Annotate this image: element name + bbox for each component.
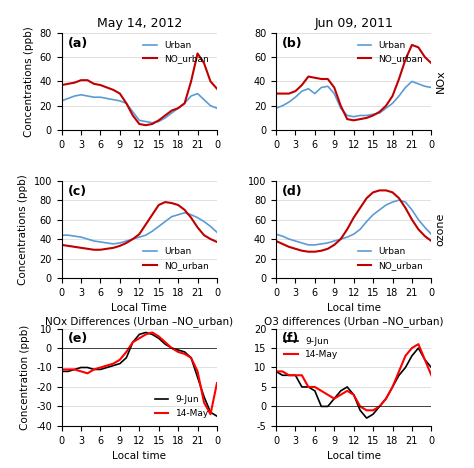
Legend: Urban, NO_urban: Urban, NO_urban <box>140 244 212 273</box>
X-axis label: Local Time: Local Time <box>111 303 167 313</box>
Title: Jun 09, 2011: Jun 09, 2011 <box>314 17 393 30</box>
X-axis label: Local time: Local time <box>112 451 166 461</box>
Title: May 14, 2012: May 14, 2012 <box>97 17 182 30</box>
Title: O3 differences (Urban –NO_urban): O3 differences (Urban –NO_urban) <box>264 316 443 327</box>
Y-axis label: ozone: ozone <box>436 212 446 246</box>
Y-axis label: Concentrations (ppb): Concentrations (ppb) <box>24 26 34 137</box>
Y-axis label: NOx: NOx <box>436 70 446 93</box>
X-axis label: Local time: Local time <box>327 303 381 313</box>
Text: (c): (c) <box>68 184 87 197</box>
Text: (d): (d) <box>282 184 303 197</box>
Text: (b): (b) <box>282 37 303 50</box>
Legend: Urban, NO_urban: Urban, NO_urban <box>140 37 212 67</box>
Legend: Urban, NO_urban: Urban, NO_urban <box>354 37 427 67</box>
Text: (f): (f) <box>282 332 300 345</box>
Title: NOx Differences (Urban –NO_urban): NOx Differences (Urban –NO_urban) <box>45 316 233 327</box>
Legend: 9-Jun, 14-May: 9-Jun, 14-May <box>151 392 212 421</box>
Legend: Urban, NO_urban: Urban, NO_urban <box>354 244 427 273</box>
X-axis label: Local time: Local time <box>327 451 381 461</box>
Legend: 9-Jun, 14-May: 9-Jun, 14-May <box>281 333 342 363</box>
Text: (e): (e) <box>68 332 88 345</box>
Y-axis label: Concentrations (ppb): Concentrations (ppb) <box>18 174 28 285</box>
Y-axis label: Concentration (ppb): Concentration (ppb) <box>20 325 30 430</box>
Text: (a): (a) <box>68 37 88 50</box>
